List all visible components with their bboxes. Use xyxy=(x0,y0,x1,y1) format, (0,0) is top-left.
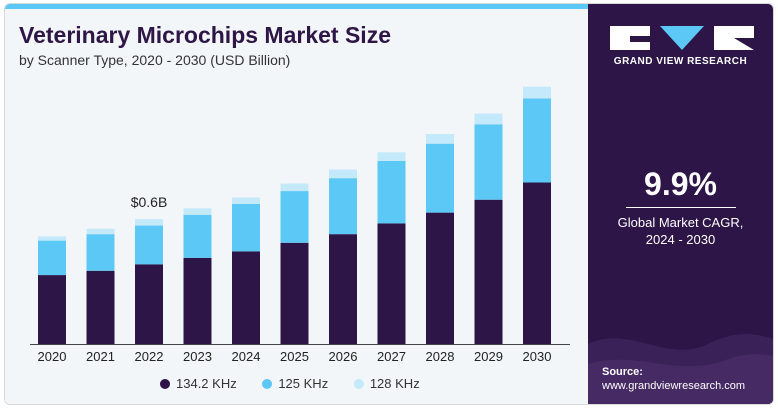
bar-segment-2022-2 xyxy=(135,225,163,265)
bar-segment-2029-1 xyxy=(474,199,503,344)
bar-segment-2025-1 xyxy=(280,242,309,344)
bar-segment-2026-3 xyxy=(329,169,357,179)
bar-segment-2025-3 xyxy=(280,183,309,192)
x-tick-label: 2022 xyxy=(135,349,164,364)
bar-segment-2021-3 xyxy=(86,228,115,235)
bar-segment-2030-1 xyxy=(523,182,551,344)
cagr-label-line1: Global Market CAGR, xyxy=(617,215,744,230)
divider xyxy=(626,207,736,208)
bar-segment-2025-2 xyxy=(280,191,309,243)
bar-segment-2023-3 xyxy=(183,208,212,215)
bar-segment-2024-1 xyxy=(232,251,260,344)
bar-segment-2026-1 xyxy=(329,234,357,344)
legend-swatch xyxy=(160,379,170,389)
bar-segment-2022-1 xyxy=(135,264,163,344)
x-tick-label: 2026 xyxy=(329,349,358,364)
source: Source: www.grandviewresearch.com xyxy=(602,365,745,393)
legend-item-134khz: 134.2 KHz xyxy=(160,376,237,391)
accent-bar xyxy=(5,4,588,9)
info-panel: GRAND VIEW RESEARCH 9.9% Global Market C… xyxy=(588,4,773,404)
chart-title: Veterinary Microchips Market Size xyxy=(19,22,391,48)
x-tick-label: 2024 xyxy=(232,349,261,364)
bar-segment-2029-3 xyxy=(474,113,503,125)
source-url[interactable]: www.grandviewresearch.com xyxy=(602,380,746,392)
decorative-wave xyxy=(588,334,773,404)
source-label: Source: xyxy=(602,366,643,378)
x-tick-label: 2027 xyxy=(377,349,406,364)
bar-segment-2028-1 xyxy=(426,212,454,344)
chart-subtitle: by Scanner Type, 2020 - 2030 (USD Billio… xyxy=(19,52,291,68)
x-tick-label: 2029 xyxy=(474,349,503,364)
cagr-label: Global Market CAGR, 2024 - 2030 xyxy=(588,214,773,248)
bar-segment-2024-2 xyxy=(232,204,260,252)
bar-segment-2020-1 xyxy=(38,275,66,344)
legend-label: 134.2 KHz xyxy=(176,376,237,391)
bar-chart: 2020 2021 2022 $0.6B 2023 2024 2025 2026 2027 202… xyxy=(30,86,570,364)
bar-segment-2029-2 xyxy=(474,124,503,200)
bar-segment-2021-1 xyxy=(86,270,115,344)
legend-item-125khz: 125 KHz xyxy=(262,376,328,391)
legend-item-128khz: 128 KHz xyxy=(353,376,420,391)
bar-segment-2027-1 xyxy=(377,223,406,344)
x-tick-label: 2028 xyxy=(426,349,455,364)
x-tick-label: 2020 xyxy=(38,349,67,364)
x-tick-label: 2025 xyxy=(280,349,309,364)
bar-segment-2027-3 xyxy=(377,152,406,161)
bar-segment-2027-2 xyxy=(377,160,406,224)
x-tick-label: 2021 xyxy=(86,349,115,364)
cagr-label-line2: 2024 - 2030 xyxy=(645,232,716,247)
bar-segment-2028-2 xyxy=(426,143,454,213)
bar-segment-2020-3 xyxy=(38,236,66,241)
cagr-value: 9.9% xyxy=(644,166,717,202)
bar-segment-2023-2 xyxy=(183,214,212,258)
legend-label: 128 KHz xyxy=(369,376,420,391)
bar-segment-2030-2 xyxy=(523,98,551,183)
legend-swatch xyxy=(353,379,364,389)
x-tick-label: 2023 xyxy=(183,349,212,364)
bar-segment-2020-2 xyxy=(38,240,66,276)
bar-segment-2021-2 xyxy=(86,234,115,271)
infographic-frame: Veterinary Microchips Market Size by Sca… xyxy=(4,3,774,405)
legend: 134.2 KHz 125 KHz 128 KHz xyxy=(160,376,442,391)
legend-label: 125 KHz xyxy=(278,376,329,391)
bar-segment-2028-3 xyxy=(426,134,454,144)
bar-segment-2030-3 xyxy=(523,86,551,99)
brand-name: GRAND VIEW RESEARCH xyxy=(613,56,748,67)
x-tick-label: 2030 xyxy=(523,349,552,364)
legend-swatch xyxy=(262,379,273,389)
bar-segment-2024-3 xyxy=(232,197,260,204)
chart-panel: Veterinary Microchips Market Size by Sca… xyxy=(5,4,588,404)
gvr-logo-icon xyxy=(610,26,754,50)
bar-segment-2022-3 xyxy=(135,219,163,226)
data-label: $0.6B xyxy=(131,194,168,210)
bar-segment-2023-1 xyxy=(183,257,212,344)
bar-segment-2026-2 xyxy=(329,178,357,235)
